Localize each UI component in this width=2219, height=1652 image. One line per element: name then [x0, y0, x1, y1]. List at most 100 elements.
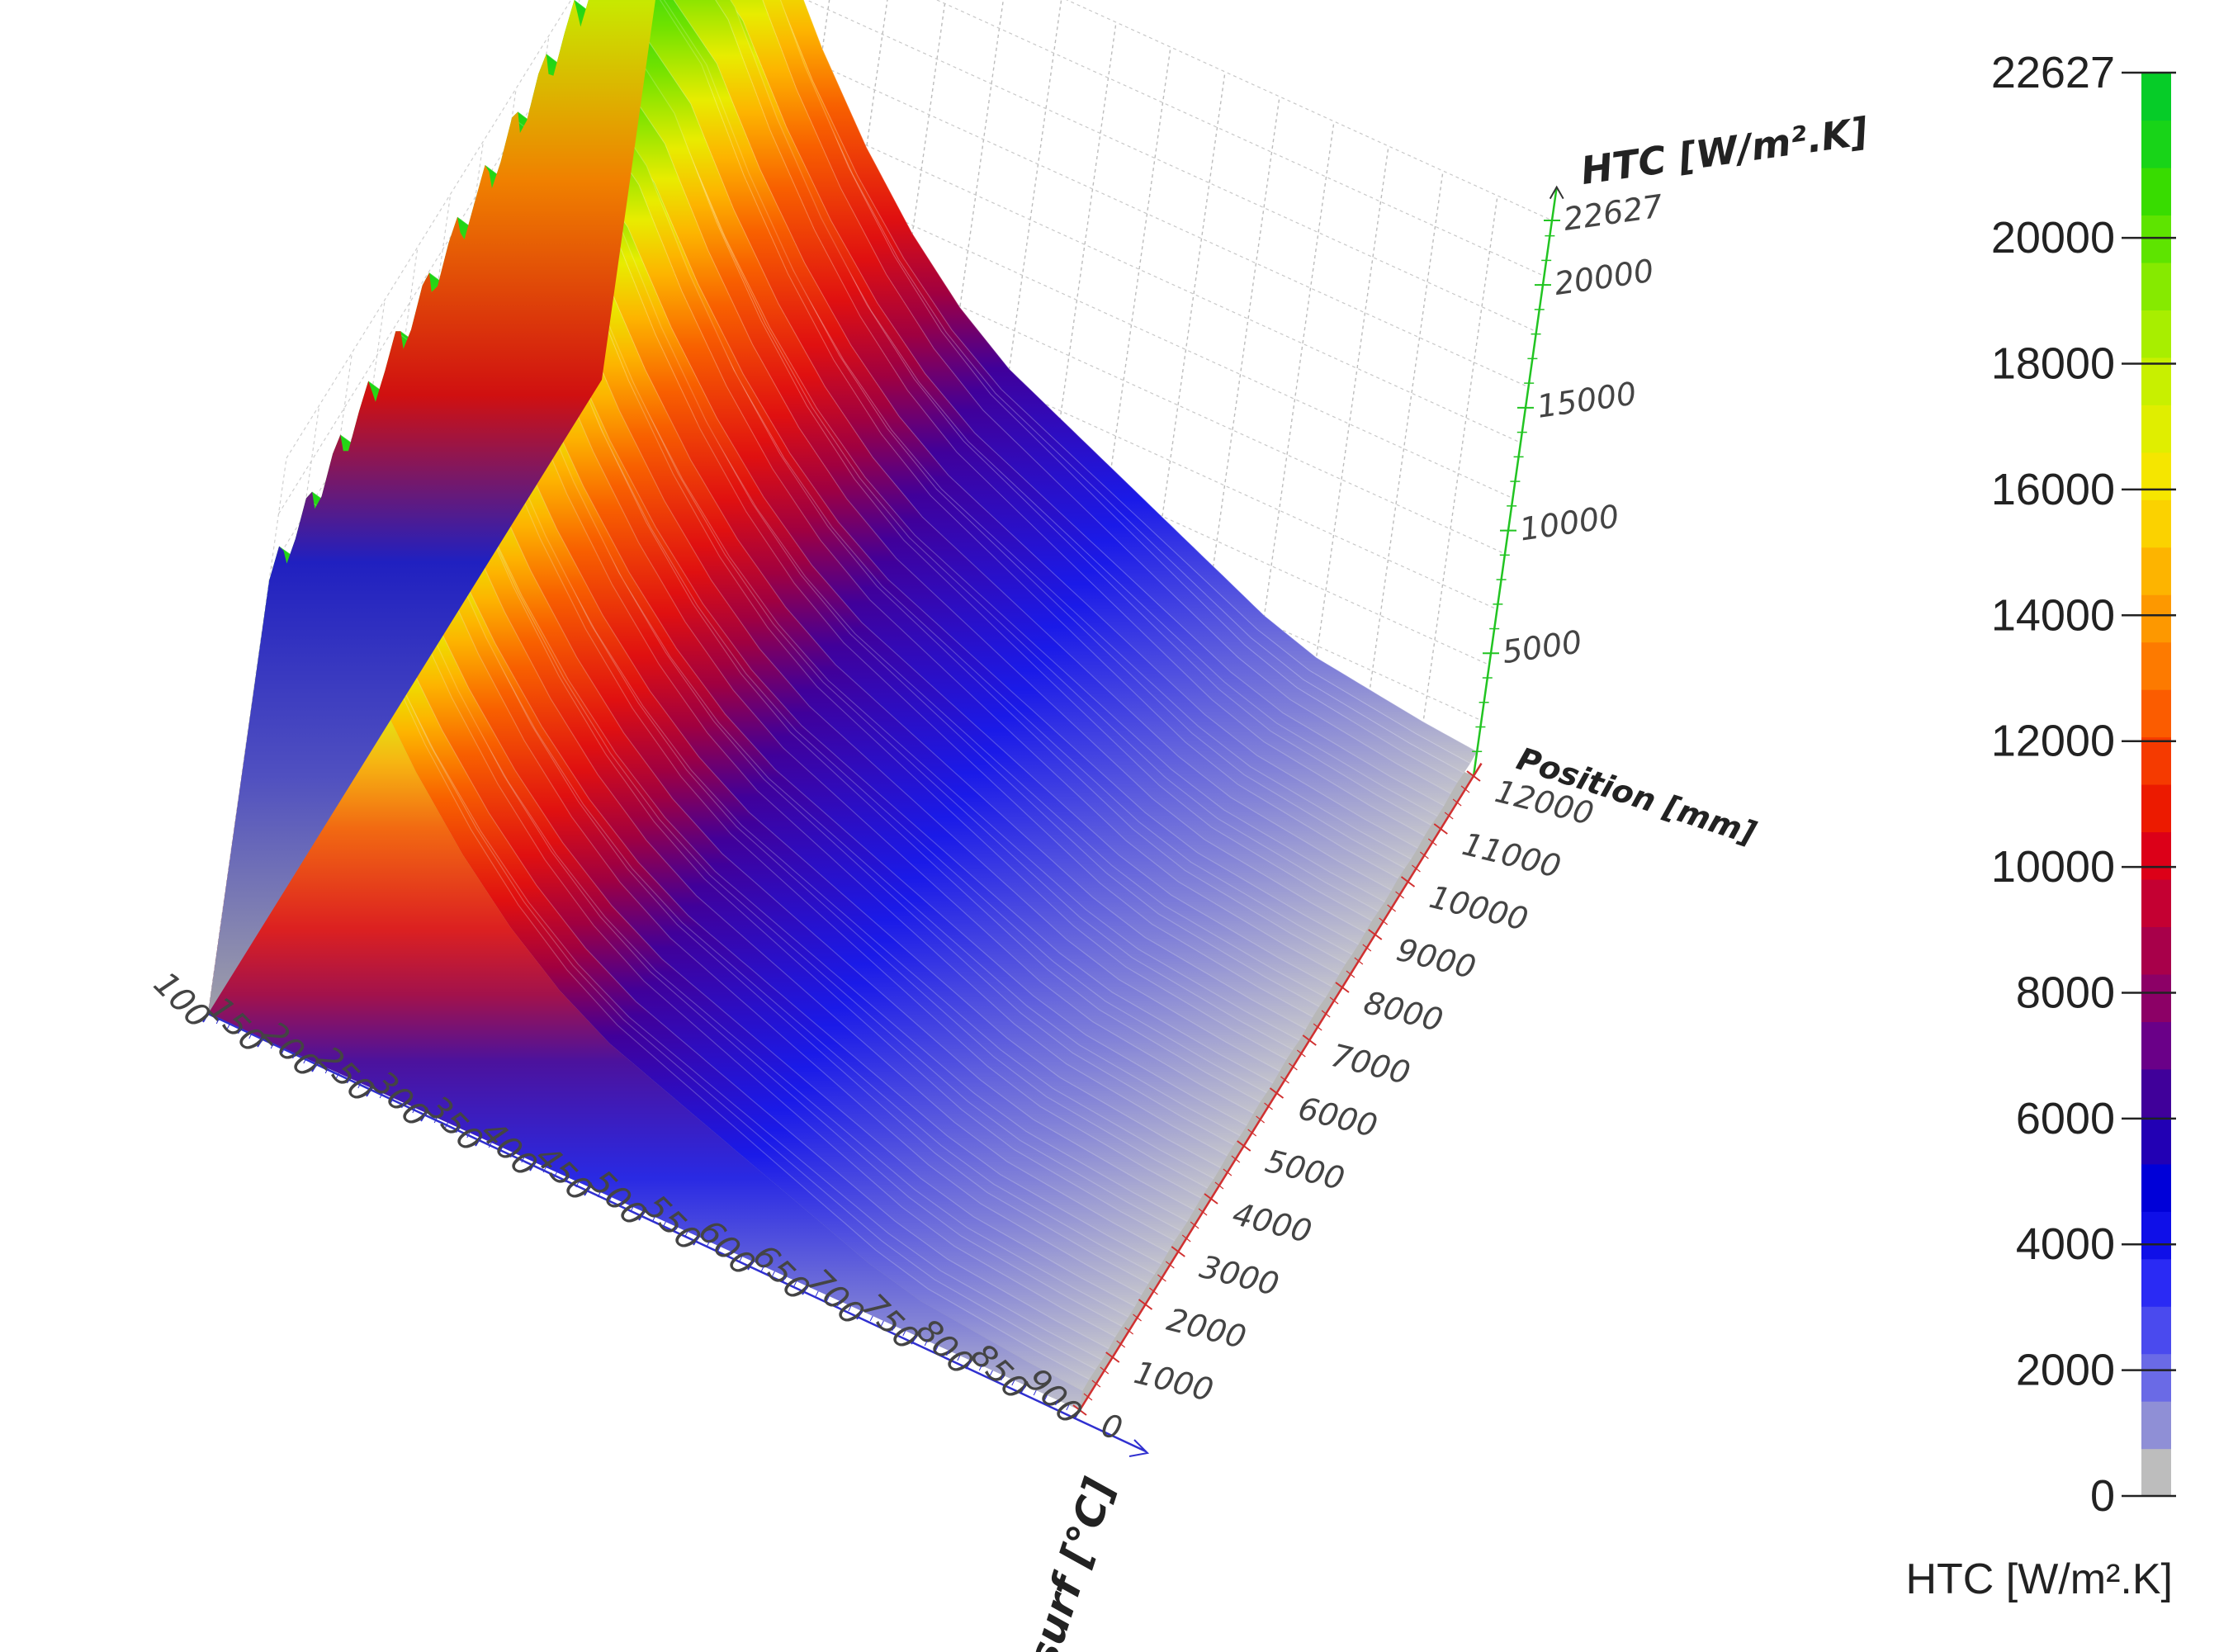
x-axis-arrow: [1128, 1439, 1150, 1457]
colorbar-segment: [2141, 878, 2171, 927]
x-minor-tick: [270, 1043, 274, 1049]
surface-left-face: [208, 0, 655, 1014]
surface-ridge: [286, 563, 1103, 1361]
x-minor-tick: [630, 1206, 634, 1213]
x-minor-tick: [804, 1285, 808, 1292]
x-minor-tick: [259, 1038, 263, 1044]
surface-ribbon: [580, 0, 1392, 902]
x-minor-tick: [1043, 1394, 1048, 1401]
x-minor-tick: [226, 1023, 230, 1030]
y-minor-tick: [1206, 1195, 1216, 1203]
y-minor-tick: [1460, 785, 1470, 793]
surface-ridge: [375, 401, 1188, 1223]
z-tick-label: 22627: [1561, 188, 1665, 238]
x-minor-tick: [717, 1246, 721, 1252]
y-minor-tick: [1420, 851, 1429, 859]
y-minor-tick: [1436, 825, 1445, 833]
x-minor-tick: [390, 1097, 394, 1104]
x-minor-tick: [793, 1280, 797, 1287]
surface-ridge: [511, 116, 1313, 1018]
x-minor-tick: [859, 1310, 863, 1317]
surface-ridge: [485, 164, 1287, 1060]
x-minor-tick: [946, 1350, 950, 1356]
colorbar-segment: [2141, 1068, 2171, 1117]
x-minor-tick: [586, 1186, 590, 1193]
colorbar-segment: [2141, 452, 2171, 500]
x-minor-tick: [314, 1063, 318, 1069]
colorbar-segment: [2141, 547, 2171, 595]
x-minor-tick: [1022, 1385, 1026, 1391]
x-minor-tick: [739, 1256, 743, 1262]
colorbar-segment: [2141, 641, 2171, 690]
surface-ribbon: [644, 0, 1418, 859]
y-minor-tick: [1165, 1261, 1175, 1269]
surface-ridge: [518, 111, 1320, 1007]
surface-ridge: [564, 32, 1366, 933]
y-minor-tick: [1337, 983, 1347, 992]
x-minor-tick: [357, 1082, 362, 1089]
y-minor-tick: [1379, 917, 1389, 925]
colorbar-segment: [2141, 973, 2171, 1022]
y-minor-tick: [1289, 1063, 1298, 1071]
x-minor-tick: [880, 1320, 884, 1327]
y-minor-tick: [1280, 1076, 1289, 1084]
colorbar-segment: [2141, 1353, 2171, 1402]
y-tick-label: 11000: [1459, 826, 1564, 885]
y-tick-label: 5000: [1262, 1143, 1348, 1197]
z-tick-label: 15000: [1535, 375, 1639, 424]
surface-ridge: [332, 453, 1143, 1295]
colorbar-segment: [2141, 1401, 2171, 1450]
colorbar-segment: [2141, 1211, 2171, 1260]
colorbar-segment: [2141, 405, 2171, 453]
y-tick-label: 10000: [1426, 878, 1531, 938]
y-minor-tick: [1403, 878, 1412, 886]
y-minor-tick: [1100, 1366, 1110, 1375]
x-minor-tick: [684, 1231, 688, 1238]
x-minor-tick: [1066, 1404, 1070, 1411]
y-minor-tick: [1239, 1142, 1249, 1150]
surface-ridge: [779, 0, 1471, 764]
surface-ridge: [526, 120, 1333, 987]
y-minor-tick: [1354, 957, 1364, 965]
y-minor-tick: [1133, 1314, 1142, 1322]
surface-ridge: [321, 495, 1136, 1307]
surface-ridge: [448, 242, 1254, 1115]
colorbar-segment: [2141, 357, 2171, 405]
z-tick-label: 10000: [1517, 498, 1621, 547]
x-minor-tick: [913, 1335, 917, 1342]
y-axis-line: [1078, 762, 1483, 1411]
colorbar-segment: [2141, 594, 2171, 643]
x-minor-tick: [412, 1107, 416, 1114]
y-minor-tick: [1157, 1274, 1166, 1282]
x-minor-tick: [335, 1072, 339, 1079]
colorbar-tick-label: 6000: [2016, 1094, 2115, 1143]
grid-line: [1255, 121, 1335, 678]
grid-line: [806, 0, 1537, 333]
y-minor-tick: [1256, 1115, 1265, 1124]
surface-ribbon: [674, 0, 1425, 849]
surface-ridge: [673, 0, 1418, 849]
colorbar-segment: [2141, 736, 2171, 785]
x-minor-tick: [1055, 1399, 1059, 1406]
y-minor-tick: [1223, 1168, 1233, 1176]
x-axis-title: Tsurf [°C]: [1010, 1473, 1124, 1652]
surface-ridge: [779, 0, 1458, 783]
surface-ridge: [762, 0, 1451, 794]
x-minor-tick: [978, 1365, 982, 1371]
surface-ridge: [371, 391, 1182, 1232]
y-minor-tick: [1141, 1300, 1150, 1309]
x-minor-tick: [444, 1122, 448, 1129]
x-minor-tick: [869, 1315, 873, 1322]
surface-ridge: [348, 450, 1162, 1265]
colorbar-tick-label: 8000: [2016, 968, 2115, 1017]
surface-ridge: [580, 26, 1385, 902]
x-minor-tick: [695, 1236, 699, 1243]
grid-line: [1200, 96, 1280, 653]
y-minor-tick: [1231, 1155, 1241, 1163]
x-minor-tick: [815, 1290, 819, 1297]
x-minor-tick: [934, 1345, 939, 1351]
colorbar-title: HTC [W/m².K]: [1905, 1555, 2173, 1603]
x-minor-tick: [783, 1276, 787, 1282]
x-minor-tick: [521, 1157, 525, 1163]
